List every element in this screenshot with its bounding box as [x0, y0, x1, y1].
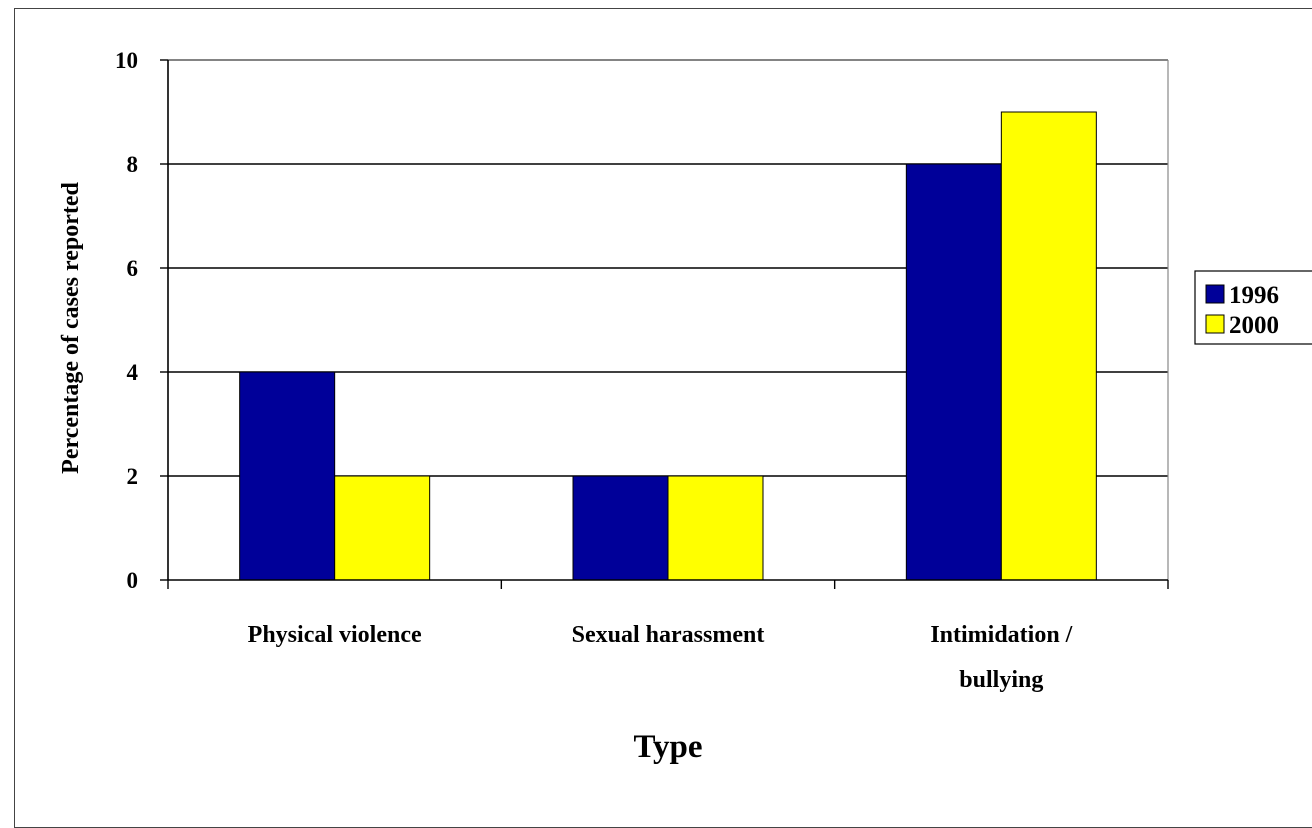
axes [160, 59, 1169, 589]
y-tick-label: 2 [127, 464, 139, 489]
bar-1996-0 [239, 371, 336, 581]
y-tick-label: 4 [127, 360, 139, 385]
x-category-label: Intimidation / [930, 622, 1072, 648]
bar-2000-2 [1000, 111, 1097, 581]
legend-label-2000: 2000 [1229, 312, 1279, 339]
x-axis-title: Type [633, 729, 702, 765]
x-category-label: Physical violence [248, 622, 422, 648]
bar-2000-1 [667, 475, 764, 581]
bars [239, 111, 1097, 581]
bar-2000-0 [334, 475, 431, 581]
x-category-labels: Physical violence Sexual harassment Intimi… [248, 622, 1073, 693]
x-category-label: bullying [959, 667, 1043, 693]
x-category-label: Sexual harassment [572, 622, 765, 648]
y-tick-labels: 0 2 4 6 8 10 [115, 48, 139, 593]
y-tick-label: 0 [127, 568, 139, 593]
bar-chart: 0 2 4 6 8 10 Physical violence Sexual harassme… [58, 48, 1312, 765]
legend-swatch-2000 [1205, 314, 1225, 334]
legend-swatch-1996 [1205, 284, 1225, 304]
bar-1996-2 [905, 163, 1002, 581]
y-tick-label: 8 [127, 152, 139, 177]
y-tick-label: 6 [127, 256, 139, 281]
y-tick-label: 10 [115, 48, 138, 73]
legend: 1996 2000 [1194, 270, 1312, 345]
legend-label-1996: 1996 [1229, 282, 1279, 309]
bar-1996-1 [572, 475, 669, 581]
y-axis-title: Percentage of cases reported [58, 182, 84, 474]
